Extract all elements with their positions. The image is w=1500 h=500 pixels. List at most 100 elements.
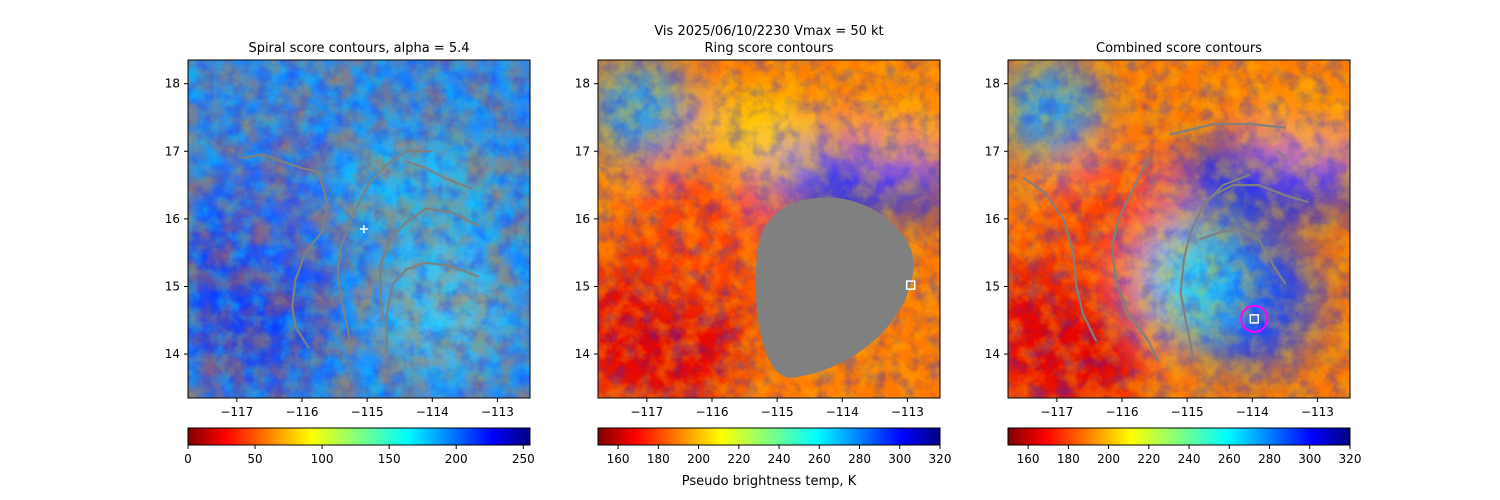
- combined-xtick-label: −115: [1171, 405, 1204, 419]
- ring-colorbar-ticks: 160 180 200 220 240 260 280 300 320: [607, 445, 952, 466]
- colorbar-label: Pseudo brightness temp, K: [682, 474, 857, 489]
- spiral-colorbar-tick-label: 200: [445, 452, 468, 466]
- spiral-ytick-label: 17: [165, 144, 180, 158]
- spiral-contour-line: [385, 261, 479, 356]
- combined-ytick-label: 17: [985, 144, 1000, 158]
- spiral-xtick-label: −117: [220, 405, 253, 419]
- combined-contours: [1023, 123, 1309, 362]
- combined-colorbar-tick-label: 260: [1218, 452, 1241, 466]
- combined-contour-line: [1111, 156, 1159, 362]
- ring-xtick-label: −115: [761, 405, 794, 419]
- spiral-contours: [242, 150, 479, 356]
- combined-contour-line: [1277, 150, 1286, 160]
- ring-ytick-label: 16: [575, 212, 590, 226]
- ring-ytick-label: 14: [575, 347, 590, 361]
- combined-colorbar-tick-label: 200: [1097, 452, 1120, 466]
- combined-ytick-label: 15: [985, 279, 1000, 293]
- combined-colorbar-gradient: [1007, 427, 1351, 446]
- spiral-xtick-label: −116: [286, 405, 319, 419]
- panel-combined-title: Combined score contours: [1096, 41, 1262, 56]
- ring-ytick-label: 15: [575, 279, 590, 293]
- ring-colorbar-tick-label: 160: [607, 452, 630, 466]
- spiral-center-plus-marker: [359, 225, 368, 233]
- spiral-contour-line: [242, 153, 330, 349]
- ring-colorbar-tick-label: 240: [768, 452, 791, 466]
- combined-axes-frame: [1007, 59, 1351, 399]
- combined-xtick-label: −113: [1301, 405, 1334, 419]
- spiral-colorbar-gradient: [187, 427, 531, 446]
- spiral-xtick-label: −113: [481, 405, 514, 419]
- spiral-colorbar-ticks: 0 50 100 150 200 250: [184, 445, 535, 466]
- ring-colorbar-tick-label: 280: [848, 452, 871, 466]
- combined-colorbar-tick-label: 300: [1298, 452, 1321, 466]
- combined-xtick-label: −114: [1236, 405, 1269, 419]
- spiral-axes-frame: [187, 59, 531, 399]
- ring-colorbar-tick-label: 300: [888, 452, 911, 466]
- combined-ytick-label: 16: [985, 212, 1000, 226]
- figure-suptitle: Vis 2025/06/10/2230 Vmax = 50 kt: [654, 24, 883, 39]
- ring-xtick-label: −114: [826, 405, 859, 419]
- spiral-colorbar-tick-label: 50: [247, 452, 262, 466]
- ring-colorbar-tick-label: 200: [687, 452, 710, 466]
- spiral-colorbar-tick-label: 100: [311, 452, 334, 466]
- spiral-contour-line: [405, 160, 473, 190]
- ring-center-square-marker: [905, 280, 916, 290]
- combined-contour-line: [1169, 123, 1286, 136]
- spiral-xtick-label: −115: [351, 405, 384, 419]
- ring-masked-region: [755, 197, 914, 378]
- spiral-ytick-label: 16: [165, 212, 180, 226]
- ring-axes-frame: [597, 59, 941, 399]
- spiral-xtick-label: −114: [416, 405, 449, 419]
- ring-image: [598, 60, 940, 398]
- combined-contour-line: [1179, 173, 1251, 362]
- spiral-colorbar-tick-label: 0: [184, 452, 192, 466]
- combined-colorbar-tick-label: 320: [1339, 452, 1362, 466]
- combined-colorbar-tick-label: 240: [1178, 452, 1201, 466]
- combined-contour-line: [1199, 227, 1286, 285]
- combined-contour-line: [1023, 177, 1097, 342]
- ring-markers: [905, 280, 916, 290]
- ring-xtick-label: −113: [891, 405, 924, 419]
- spiral-colorbar-tick-label: 250: [512, 452, 535, 466]
- spiral-ytick-label: 15: [165, 279, 180, 293]
- spiral-contour-line: [379, 207, 479, 322]
- panel-spiral: Spiral score contours, alpha = 5.4 −117−…: [165, 41, 535, 466]
- spiral-ytick-label: 18: [165, 77, 180, 91]
- ring-colorbar-tick-label: 320: [929, 452, 952, 466]
- spiral-ticks: −117 −116 −115 −114 −113 14 15 16 17 18: [165, 77, 514, 419]
- ring-colorbar: 160 180 200 220 240 260 280 300 320: [597, 427, 952, 466]
- ring-ticks: −117 −116 −115 −114 −113 14 15 16 17 18: [575, 77, 924, 419]
- combined-center-circle: [1240, 304, 1269, 333]
- ring-ytick-label: 18: [575, 77, 590, 91]
- combined-xtick-label: −116: [1106, 405, 1139, 419]
- ring-colorbar-tick-label: 180: [647, 452, 670, 466]
- spiral-markers: [359, 225, 368, 233]
- panel-combined: Combined score contours −117 −116 −115 −114…: [985, 41, 1362, 466]
- spiral-ytick-label: 14: [165, 347, 180, 361]
- combined-contour-line: [1212, 184, 1309, 204]
- combined-colorbar-tick-label: 160: [1017, 452, 1040, 466]
- spiral-contour-line: [336, 150, 434, 356]
- ring-colorbar-gradient: [597, 427, 941, 446]
- combined-markers: [1240, 304, 1269, 333]
- combined-colorbar-tick-label: 180: [1057, 452, 1080, 466]
- combined-colorbar: 160 180 200 220 240 260 280 300 320: [1007, 427, 1362, 466]
- combined-center-square-marker: [1249, 314, 1259, 324]
- combined-ytick-label: 18: [985, 77, 1000, 91]
- ring-xtick-label: −116: [696, 405, 729, 419]
- combined-ytick-label: 14: [985, 347, 1000, 361]
- ring-colorbar-tick-label: 260: [808, 452, 831, 466]
- spiral-image: [188, 60, 530, 398]
- panel-ring-title: Ring score contours: [704, 41, 833, 56]
- spiral-colorbar-tick-label: 150: [378, 452, 401, 466]
- combined-ticks: −117 −116 −115 −114 −113 14 15 16 17 18: [985, 77, 1334, 419]
- combined-xtick-label: −117: [1040, 405, 1073, 419]
- panel-ring: Ring score contours −117 −116 −115 −114 −113…: [575, 41, 952, 489]
- combined-colorbar-tick-label: 220: [1137, 452, 1160, 466]
- combined-colorbar-ticks: 160 180 200 220 240 260 280 300 320: [1017, 445, 1362, 466]
- combined-image: [1008, 60, 1350, 398]
- combined-colorbar-tick-label: 280: [1258, 452, 1281, 466]
- ring-xtick-label: −117: [630, 405, 663, 419]
- ring-ytick-label: 17: [575, 144, 590, 158]
